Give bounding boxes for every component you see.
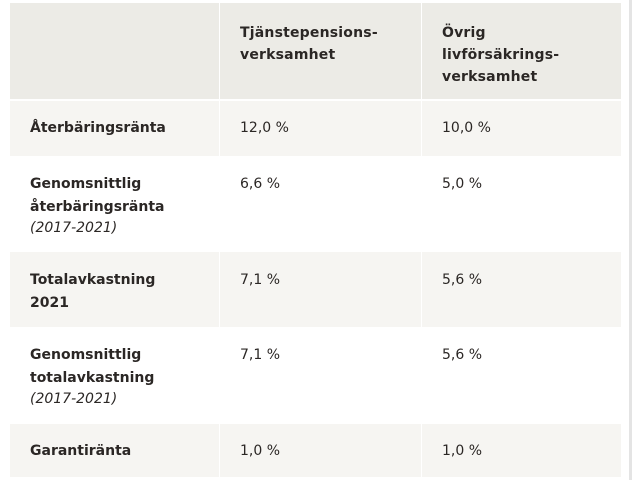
value-cell: 5,6 % [422,252,621,327]
table-row: Genomsnittlig totalavkastning (2017-2021… [10,327,621,424]
table-row: Återbäringsränta 12,0 % 10,0 % [10,101,621,156]
value: 5,6 % [442,272,483,288]
value: 1,0 % [442,443,483,459]
row-label: Totalavkastning 2021 [30,272,156,311]
row-period: (2017-2021) [30,391,118,407]
value: 10,0 % [442,120,491,136]
header-label: Tjänstepensions- verksamhet [240,25,378,63]
table-row: Garantiränta 1,0 % 1,0 % [10,424,621,477]
row-label-cell: Genomsnittlig totalavkastning (2017-2021… [10,327,220,424]
table-row: Totalavkastning 2021 7,1 % 5,6 % [10,252,621,327]
row-label-cell: Garantiränta [10,424,220,477]
row-label: Genomsnittlig totalavkastning [30,347,155,386]
returns-table: Tjänstepensions- verksamhet Övrig livför… [10,3,621,477]
header-label: Övrig livförsäkrings- verksamhet [442,25,560,85]
value: 5,6 % [442,347,483,363]
value-cell: 6,6 % [220,156,422,252]
value: 6,6 % [240,176,281,192]
value-cell: 1,0 % [422,424,621,477]
header-cell-empty [10,3,220,99]
value-cell: 7,1 % [220,252,422,327]
row-label: Garantiränta [30,443,132,459]
row-period: (2017-2021) [30,220,118,236]
vertical-scrollbar[interactable] [629,0,632,480]
value: 7,1 % [240,347,281,363]
row-label: Återbäringsränta [30,120,166,136]
value: 7,1 % [240,272,281,288]
header-cell-tjanstepension: Tjänstepensions- verksamhet [220,3,422,99]
value: 5,0 % [442,176,483,192]
value-cell: 5,6 % [422,327,621,424]
row-label-cell: Totalavkastning 2021 [10,252,220,327]
table-header-row: Tjänstepensions- verksamhet Övrig livför… [10,3,621,101]
value-cell: 12,0 % [220,101,422,156]
table-row: Genomsnittlig återbäringsränta (2017-202… [10,156,621,252]
value-cell: 5,0 % [422,156,621,252]
row-label: Genomsnittlig återbäringsränta [30,176,165,215]
row-label-cell: Återbäringsränta [10,101,220,156]
value-cell: 1,0 % [220,424,422,477]
header-cell-ovrig-livforsakring: Övrig livförsäkrings- verksamhet [422,3,621,99]
row-label-cell: Genomsnittlig återbäringsränta (2017-202… [10,156,220,252]
value: 1,0 % [240,443,281,459]
value-cell: 10,0 % [422,101,621,156]
value-cell: 7,1 % [220,327,422,424]
value: 12,0 % [240,120,289,136]
